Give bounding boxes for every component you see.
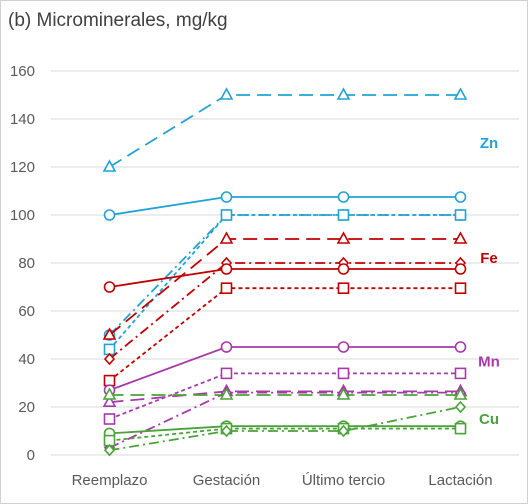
square-marker (220, 282, 233, 295)
series-line (109, 346, 461, 392)
series-fe-long-dash-triangle (102, 231, 468, 340)
triangle-marker (219, 87, 234, 100)
series-fe-short-dash-square (103, 282, 467, 387)
triangle-marker (219, 231, 234, 244)
series-zn-short-dash-square (103, 209, 467, 356)
axis-layer: 0 20 40 60 80 100 120 140 160 Reemplazo Gestación Ú… (10, 63, 493, 489)
series-line (109, 406, 461, 452)
square-marker (103, 413, 116, 425)
square-marker (337, 282, 350, 295)
circle-marker (337, 341, 350, 353)
label-layer: Zn Fe Mn Cu (478, 135, 500, 428)
series-line (109, 372, 461, 420)
circle-marker (220, 263, 233, 275)
circle-marker (220, 191, 233, 203)
series-cu-long-dash-triangle (102, 387, 468, 400)
series-fe-solid-circle (103, 263, 467, 293)
triangle-marker (453, 387, 468, 400)
series-cu-dash-dot-diamond (103, 400, 467, 457)
group-label-cu: Cu (479, 411, 499, 428)
series-line (108, 287, 461, 382)
series-zn-dash-dot-circle (103, 209, 467, 341)
series-line (109, 425, 461, 435)
triangle-marker (453, 231, 468, 244)
diamond-marker (220, 424, 233, 438)
series-line (108, 238, 461, 336)
diamond-marker (103, 444, 116, 457)
series-line (108, 214, 461, 336)
chart-title: (b) Microminerales, mg/kg (8, 10, 228, 31)
series-mn-solid-circle (103, 341, 467, 397)
circle-marker (103, 209, 116, 221)
x-tick-label: Reemplazo (72, 472, 148, 489)
triangle-marker (102, 327, 117, 340)
diamond-marker (103, 352, 116, 366)
series-layer (102, 87, 468, 457)
square-marker (454, 209, 467, 221)
circle-marker (220, 341, 233, 353)
series-line (109, 390, 461, 404)
circle-marker (337, 263, 350, 275)
square-marker (220, 209, 233, 221)
group-label-fe: Fe (480, 250, 498, 267)
triangle-marker (336, 231, 351, 244)
y-tick-label: 60 (18, 303, 35, 320)
series-line (109, 268, 461, 288)
triangle-marker (102, 394, 117, 408)
y-tick-label: 160 (10, 63, 35, 80)
square-marker (454, 367, 467, 380)
circle-marker (454, 191, 467, 203)
square-marker (220, 367, 233, 380)
series-line (109, 196, 461, 216)
triangle-marker (102, 387, 117, 400)
y-tick-label: 0 (27, 447, 35, 464)
y-tick-label: 140 (10, 111, 35, 128)
group-label-zn: Zn (480, 135, 498, 152)
circle-marker (454, 263, 467, 275)
triangle-marker (102, 159, 117, 172)
triangle-marker (336, 87, 351, 100)
series-line (109, 427, 461, 442)
circle-marker (454, 341, 467, 353)
series-mn-short-dash-square (103, 367, 467, 425)
y-tick-label: 120 (10, 159, 35, 176)
diamond-marker (454, 400, 467, 414)
triangle-marker (219, 387, 234, 400)
group-label-mn: Mn (478, 353, 500, 370)
series-line (109, 94, 461, 168)
series-zn-solid-circle (103, 191, 467, 221)
triangle-marker (336, 387, 351, 400)
circle-marker (337, 191, 350, 203)
square-marker (103, 374, 116, 387)
y-tick-label: 40 (18, 351, 35, 368)
series-line (108, 262, 461, 360)
diamond-marker (337, 424, 350, 438)
series-zn-long-dash-triangle (102, 87, 468, 172)
y-tick-label: 100 (10, 207, 35, 224)
x-tick-label: Lactación (428, 472, 492, 489)
x-tick-label: Último tercio (302, 472, 385, 489)
series-line (109, 391, 461, 449)
square-marker (454, 282, 467, 295)
series-line (108, 214, 461, 350)
y-tick-label: 80 (18, 255, 35, 272)
square-marker (454, 422, 467, 435)
square-marker (337, 367, 350, 380)
square-marker (337, 209, 350, 221)
circle-marker (103, 281, 116, 293)
y-tick-label: 20 (18, 399, 35, 416)
triangle-marker (453, 87, 468, 100)
x-tick-label: Gestación (193, 472, 261, 489)
